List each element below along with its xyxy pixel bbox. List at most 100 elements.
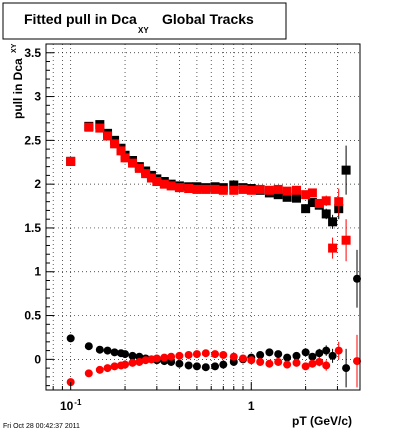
chart-title-main: Fitted pull in Dca: [24, 11, 137, 27]
data-point-square: [255, 184, 265, 194]
timestamp-footer: Fri Oct 28 00:42:37 2011: [3, 423, 80, 430]
data-point-circle: [167, 352, 176, 361]
data-point-circle: [342, 364, 351, 373]
data-point-circle: [256, 357, 265, 366]
data-point-square: [291, 185, 301, 195]
data-point-square: [341, 235, 351, 245]
data-point-square: [264, 185, 274, 195]
data-point-square: [174, 183, 184, 193]
data-point-circle: [334, 346, 343, 355]
chart-title-subscript: XY: [138, 26, 149, 35]
data-point-square: [229, 185, 239, 195]
data-point-circle: [175, 351, 184, 360]
axis-layer: 0 0.5 1 1.5 2 2.5 3 3.5 10-1 1: [24, 46, 361, 413]
data-point-circle: [328, 351, 337, 360]
data-point-square: [201, 184, 211, 194]
data-point-circle: [274, 350, 283, 359]
data-point-circle: [292, 351, 301, 360]
data-point-square: [307, 198, 317, 208]
data-point-square: [103, 131, 113, 141]
data-point-square: [110, 139, 120, 149]
data-point-square: [66, 156, 76, 166]
data-point-circle: [219, 350, 228, 359]
data-point-circle: [322, 361, 331, 370]
data-point-circle: [103, 346, 112, 355]
data-point-circle: [110, 362, 119, 371]
y-axis-tick-label: 0.5: [24, 309, 41, 323]
data-point-circle: [292, 358, 301, 367]
data-point-square: [210, 184, 220, 194]
data-point-square: [116, 146, 126, 156]
data-point-square: [218, 185, 228, 195]
data-point-square: [146, 173, 156, 183]
data-point-circle: [135, 357, 144, 366]
y-axis-label: pull in Dca XY: [11, 43, 25, 119]
data-point-circle: [152, 354, 161, 363]
x-axis-label: pT (GeV/c): [292, 414, 352, 428]
plot-frame: [45, 43, 361, 391]
x-axis-tick-label: 10-1: [60, 398, 82, 413]
data-point-circle: [308, 359, 317, 368]
data-point-circle: [308, 352, 317, 361]
data-point-square: [301, 204, 311, 214]
data-point-circle: [353, 274, 362, 283]
y-axis-label-main: pull in Dca: [11, 58, 25, 119]
y-axis-label-subscript: XY: [11, 43, 18, 53]
y-axis-tick-label: 3: [34, 90, 41, 104]
data-point-square: [152, 177, 162, 187]
data-point-square: [282, 186, 292, 196]
y-axis-tick-label: 2: [34, 177, 41, 191]
data-point-circle: [201, 349, 210, 358]
data-point-circle: [84, 369, 93, 378]
data-point-square: [141, 169, 151, 179]
data-point-circle: [160, 353, 169, 362]
data-point-circle: [239, 354, 248, 363]
chart-title-box: [2, 2, 287, 40]
data-point-circle: [283, 353, 292, 362]
data-point-circle: [247, 356, 256, 365]
data-point-square: [334, 197, 344, 207]
data-point-square: [291, 193, 301, 203]
data-point-circle: [315, 357, 324, 366]
data-point-circle: [121, 350, 130, 359]
data-point-square: [273, 184, 283, 194]
chart-title: Fitted pull in Dca XY Global Tracks: [24, 11, 254, 36]
data-point-circle: [201, 363, 210, 372]
data-point-square: [159, 179, 169, 189]
data-point-circle: [322, 346, 331, 355]
x-axis-tick-label: 1: [248, 399, 255, 413]
data-point-square: [134, 163, 144, 173]
data-point-circle: [95, 345, 104, 354]
data-point-square: [314, 198, 324, 208]
data-point-circle: [110, 348, 119, 357]
data-layer: [66, 120, 362, 388]
data-point-circle: [184, 361, 193, 370]
data-point-circle: [301, 362, 310, 371]
data-point-circle: [265, 359, 274, 368]
data-point-square: [120, 153, 130, 163]
data-point-circle: [84, 342, 93, 351]
data-point-square: [229, 180, 239, 190]
data-point-circle: [229, 352, 238, 361]
data-point-circle: [192, 362, 201, 371]
data-point-circle: [103, 364, 112, 373]
data-point-circle: [219, 360, 228, 369]
data-point-square: [301, 190, 311, 200]
data-point-square: [273, 190, 283, 200]
chart-title-suffix: Global Tracks: [162, 11, 254, 27]
data-point-square: [282, 192, 292, 202]
data-point-square: [128, 158, 138, 168]
data-point-square: [307, 188, 317, 198]
data-point-circle: [283, 360, 292, 369]
data-point-square: [341, 165, 351, 175]
data-point-square: [321, 209, 331, 219]
data-point-square: [321, 196, 331, 206]
data-point-square: [246, 185, 256, 195]
y-axis-tick-label: 1.5: [24, 221, 41, 235]
data-point-square: [184, 184, 194, 194]
data-point-circle: [95, 365, 104, 374]
data-point-square: [84, 122, 94, 132]
data-point-circle: [265, 348, 274, 357]
data-point-circle: [175, 359, 184, 368]
data-point-square: [328, 243, 338, 253]
